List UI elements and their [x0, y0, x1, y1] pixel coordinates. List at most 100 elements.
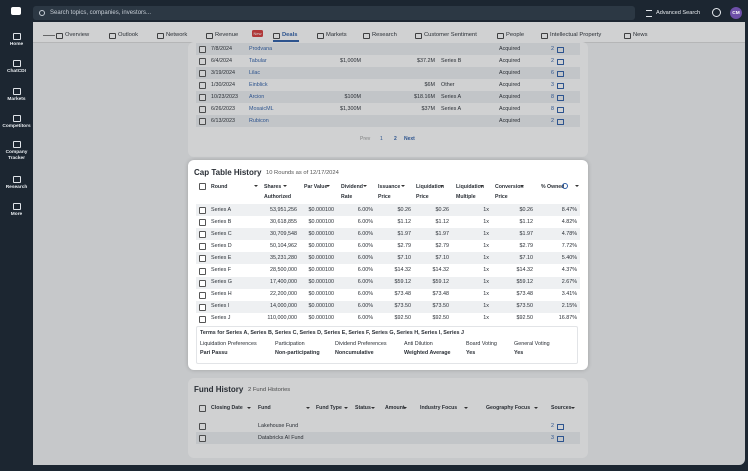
cell: $14.32 — [432, 267, 450, 273]
checkbox[interactable] — [199, 118, 206, 125]
sort-icon — [480, 185, 484, 187]
nav-item[interactable]: Markets — [7, 97, 26, 102]
checkbox[interactable] — [199, 405, 206, 412]
checkbox[interactable] — [199, 183, 206, 190]
checkbox[interactable] — [199, 94, 206, 101]
tab[interactable]: News — [633, 32, 648, 38]
sources-link[interactable]: 6 — [551, 69, 554, 76]
cell: Series A — [211, 206, 232, 213]
sources-link[interactable]: 2 — [551, 117, 554, 124]
source-icon — [557, 82, 564, 89]
tab-icon — [273, 33, 280, 39]
company-link[interactable]: Tabular — [249, 57, 267, 64]
checkbox[interactable] — [199, 435, 206, 442]
checkbox[interactable] — [199, 106, 206, 113]
sources-link[interactable]: 2 — [551, 422, 554, 429]
tab[interactable]: Revenue — [215, 32, 239, 38]
sources-link[interactable]: 8 — [551, 105, 554, 112]
column-header: Sources — [551, 404, 572, 411]
tab[interactable]: Customer Sentiment — [424, 32, 477, 38]
cell: 22,200,000 — [270, 291, 297, 298]
tab-icon — [624, 33, 631, 39]
nav-item[interactable]: Research — [5, 185, 28, 190]
cell: $1.12 — [519, 218, 534, 225]
tab[interactable]: Intellectual Property — [550, 32, 602, 38]
source-icon — [557, 423, 564, 430]
sources-link[interactable]: 8 — [551, 93, 554, 100]
page-link[interactable]: 1 — [380, 136, 383, 142]
company-link[interactable]: MosaicML — [249, 105, 274, 112]
cell: $18.16M — [414, 93, 435, 100]
checkbox[interactable] — [199, 267, 206, 275]
term-label: Board Voting — [466, 341, 497, 347]
cell: $73.50 — [516, 303, 534, 310]
advanced-search[interactable]: Advanced Search — [656, 10, 701, 16]
cell: 1/30/2024 — [211, 81, 235, 88]
company-link[interactable]: Rubicon — [249, 117, 269, 124]
row-stripe — [196, 228, 580, 241]
page-link: Prev — [360, 136, 371, 142]
nav-item[interactable]: More — [10, 212, 23, 217]
checkbox[interactable] — [199, 243, 206, 251]
checkbox[interactable] — [199, 303, 206, 311]
cell: $37M — [421, 105, 436, 112]
tab[interactable]: Research — [372, 32, 397, 38]
sources-link[interactable]: 3 — [551, 434, 554, 441]
company-link[interactable]: Lilac — [249, 69, 261, 76]
cell: $0.000100 — [308, 230, 334, 237]
column-header: Status — [355, 404, 371, 411]
tab[interactable]: Overview — [65, 32, 90, 38]
checkbox[interactable] — [199, 58, 206, 65]
checkbox[interactable] — [199, 423, 206, 430]
checkbox[interactable] — [199, 70, 206, 77]
checkbox[interactable] — [199, 279, 206, 287]
checkbox[interactable] — [199, 255, 206, 263]
tab[interactable]: Network — [166, 32, 188, 38]
tab[interactable]: People — [506, 32, 525, 38]
tab-icon — [56, 33, 63, 39]
company-link[interactable]: Prodvana — [249, 45, 273, 52]
deals-card: 7/8/2024 Prodvana Acquired 2 6/4/2024 Tabular… — [188, 42, 588, 157]
sources-link[interactable]: 3 — [551, 81, 554, 88]
checkbox[interactable] — [199, 315, 206, 323]
sort-icon — [575, 185, 579, 187]
cell: $1.97 — [435, 230, 450, 237]
checkbox[interactable] — [199, 46, 206, 53]
company-link[interactable]: Arcion — [249, 93, 265, 100]
tab[interactable]: Deals — [282, 32, 298, 38]
cell: 10/23/2023 — [211, 93, 238, 100]
search-icon — [39, 10, 45, 16]
term-value: Non-participating — [275, 350, 320, 356]
tab[interactable]: Markets — [326, 32, 347, 38]
cell: 35,231,280 — [270, 254, 297, 261]
nav-item[interactable]: Home — [9, 42, 24, 47]
avatar[interactable]: CM — [730, 7, 742, 19]
cell: 6.00% — [357, 315, 373, 322]
terms-heading: Terms for Series A, Series B, Series C, … — [200, 330, 464, 336]
sources-link[interactable]: 2 — [551, 45, 554, 52]
checkbox[interactable] — [199, 291, 206, 299]
tab[interactable]: Outlook — [118, 32, 138, 38]
cell: $59.12 — [394, 279, 412, 286]
checkbox[interactable] — [199, 82, 206, 89]
sort-icon — [247, 407, 251, 409]
nav-item[interactable]: Competitors — [2, 124, 31, 129]
nav-item[interactable]: ChatCDI — [7, 69, 26, 74]
checkbox[interactable] — [199, 219, 206, 227]
cell: 6.00% — [357, 267, 373, 273]
cell: Series H — [211, 291, 232, 298]
search-box[interactable]: Search topics, companies, investors... — [33, 6, 635, 20]
page-link[interactable]: Next — [404, 136, 415, 142]
nav-item[interactable]: Company Tracker — [5, 150, 28, 161]
checkbox[interactable] — [199, 207, 206, 214]
cell: 1x — [483, 291, 489, 298]
cell: $73.48 — [394, 291, 412, 298]
terms-box: Terms for Series A, Series B, Series C, … — [196, 326, 578, 364]
search-placeholder: Search topics, companies, investors... — [50, 9, 152, 16]
checkbox[interactable] — [199, 231, 206, 239]
sources-link[interactable]: 2 — [551, 57, 554, 64]
tab-underline — [273, 40, 299, 42]
company-link[interactable]: Einblick — [249, 81, 268, 88]
page-link[interactable]: 2 — [394, 136, 397, 142]
row-stripe — [196, 115, 580, 127]
